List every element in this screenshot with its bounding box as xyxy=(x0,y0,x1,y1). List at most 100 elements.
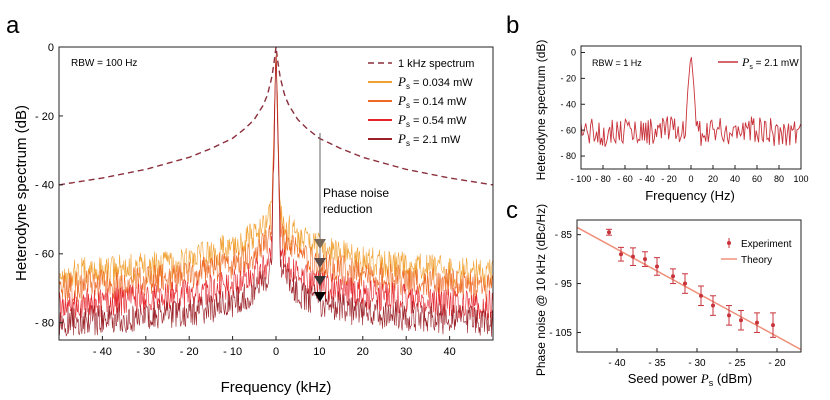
legend-label: Theory xyxy=(741,255,772,266)
panel-b-y-axis-label: Heterodyne spectrum (dB) xyxy=(534,40,548,181)
legend-label: 1 kHz spectrum xyxy=(398,58,474,70)
y-tick-label: - 95 xyxy=(555,279,573,290)
panel-c-x-axis-symbol: P xyxy=(700,371,709,386)
y-tick-label: 0 xyxy=(571,48,576,58)
experiment-point xyxy=(771,323,775,328)
experiment-point xyxy=(655,264,659,269)
experiment-point xyxy=(755,320,759,325)
panel-a-y-axis-label: Heterodyne spectrum (dB) xyxy=(13,105,30,281)
y-tick-label: - 60 xyxy=(35,249,54,261)
y-tick-label: - 105 xyxy=(549,328,572,339)
panel-c-legend: Experiment Theory xyxy=(721,238,792,266)
x-tick-label: 40 xyxy=(730,174,740,184)
x-tick-label: - 30 xyxy=(688,358,706,369)
experiment-point xyxy=(643,257,647,262)
x-tick-label: 20 xyxy=(357,346,369,358)
x-tick-label: - 20 xyxy=(768,358,786,369)
y-tick-label: - 80 xyxy=(35,318,54,330)
panel-label-c: c xyxy=(506,197,518,224)
y-tick-label: - 60 xyxy=(560,125,576,135)
legend-label: Ps = 0.54 mW xyxy=(397,112,467,129)
x-tick-label: - 25 xyxy=(728,358,746,369)
x-tick-label: 40 xyxy=(443,346,455,358)
legend-label: Ps = 2.1 mW xyxy=(397,131,461,148)
experiment-point xyxy=(671,274,675,279)
x-tick-label: - 40 xyxy=(608,358,626,369)
panel-c-x-axis-label: Seed power Ps (dBm) xyxy=(628,371,752,388)
experiment-point xyxy=(711,303,715,308)
x-tick-label: 0 xyxy=(273,346,279,358)
panel-b-y-ticks: 0 - 20 - 40 - 60 - 80 xyxy=(560,48,585,161)
x-tick-label: - 10 xyxy=(223,346,242,358)
y-tick-label: - 85 xyxy=(555,230,573,241)
y-tick-label: - 20 xyxy=(560,74,576,84)
panel-c-x-axis-subscript: s xyxy=(709,378,714,388)
phase-noise-label-line2: reduction xyxy=(323,202,372,216)
x-tick-label: - 40 xyxy=(639,174,655,184)
x-tick-label: - 30 xyxy=(136,346,155,358)
experiment-point xyxy=(699,293,703,298)
y-tick-label: - 40 xyxy=(35,180,54,192)
panel-b-series xyxy=(581,57,801,147)
panel-b-rbw-label: RBW = 1 Hz xyxy=(592,58,642,68)
panel-a-rbw-label: RBW = 100 Hz xyxy=(71,58,137,69)
legend-label: Ps = 0.034 mW xyxy=(397,74,473,91)
panel-b: - 100- 80- 60- 40- 20 0 20 40 60 80 100 0- 20-… xyxy=(534,40,809,203)
panel-c-x-ticks: - 40 - 35 - 30 - 25 - 20 xyxy=(608,348,786,369)
panel-a-series xyxy=(59,47,493,338)
y-tick-label: - 40 xyxy=(560,99,576,109)
x-tick-label: 60 xyxy=(752,174,762,184)
legend-label: Experiment xyxy=(741,239,792,250)
x-tick-label: - 80 xyxy=(595,174,611,184)
series-line-1khz-spectrum xyxy=(59,47,493,186)
x-tick-label: 100 xyxy=(793,174,808,184)
panel-a-legend: 1 kHz spectrum Ps = 0.034 mW Ps = 0.14 mW P… xyxy=(368,58,474,148)
x-tick-label: 80 xyxy=(774,174,784,184)
panel-c-y-axis-label: Phase noise @ 10 kHz (dBc/Hz) xyxy=(534,204,548,376)
experiment-point xyxy=(727,313,731,318)
panel-b-legend: Ps = 2.1 mW xyxy=(718,55,799,71)
experiment-point xyxy=(739,318,743,323)
panel-a-x-ticks: - 40 - 30 - 20 - 10 0 10 20 30 40 xyxy=(93,336,456,358)
legend-swatch xyxy=(727,241,731,245)
x-tick-label: 30 xyxy=(400,346,412,358)
x-tick-label: - 40 xyxy=(93,346,112,358)
x-tick-label: 10 xyxy=(313,346,325,358)
panel-c-series xyxy=(577,226,801,351)
panel-a-y-ticks: 0 - 20 - 40 - 60 - 80 xyxy=(35,42,63,330)
panel-c-frame xyxy=(576,219,802,353)
panel-b-x-axis-label: Frequency (Hz) xyxy=(645,188,735,203)
x-tick-label: 0 xyxy=(688,174,693,184)
experiment-point xyxy=(619,252,623,257)
phase-noise-arrow-2 xyxy=(314,258,326,268)
series-line-ps-4 xyxy=(59,56,493,338)
x-tick-label: - 60 xyxy=(617,174,633,184)
panel-label-b: b xyxy=(506,12,519,39)
panel-a-x-axis-label: Frequency (kHz) xyxy=(221,379,332,396)
series-line-ps-1 xyxy=(59,54,493,290)
x-tick-label: - 20 xyxy=(661,174,677,184)
panel-c-y-ticks: - 85 - 95 - 105 xyxy=(549,230,581,339)
y-tick-label: - 80 xyxy=(560,151,576,161)
y-tick-label: - 20 xyxy=(35,111,54,123)
panel-c: - 40 - 35 - 30 - 25 - 20 - 85 - 95 - 105 Seed … xyxy=(534,204,802,388)
panel-c-x-axis-unit: (dBm) xyxy=(717,371,752,386)
series-line-ps-2.1 xyxy=(581,57,801,147)
phase-noise-arrow-4 xyxy=(314,292,326,302)
panel-label-a: a xyxy=(6,12,20,39)
x-tick-label: - 35 xyxy=(648,358,666,369)
theory-line xyxy=(577,226,801,351)
phase-noise-arrow-3 xyxy=(314,276,326,286)
panel-c-x-axis-label-text: Seed power xyxy=(628,371,698,386)
panel-a: - 40 - 30 - 20 - 10 0 10 20 30 40 0 - 20 - 40 - 60 -… xyxy=(13,42,494,396)
legend-label: Ps = 0.14 mW xyxy=(397,93,467,110)
y-tick-label: 0 xyxy=(48,42,54,54)
x-tick-label: - 100 xyxy=(571,174,592,184)
x-tick-label: 20 xyxy=(708,174,718,184)
experiment-point xyxy=(607,230,611,235)
experiment-point xyxy=(683,281,687,286)
experiment-point xyxy=(631,254,635,259)
legend-label: Ps = 2.1 mW xyxy=(741,55,799,71)
phase-noise-label-line1: Phase noise xyxy=(323,186,389,200)
